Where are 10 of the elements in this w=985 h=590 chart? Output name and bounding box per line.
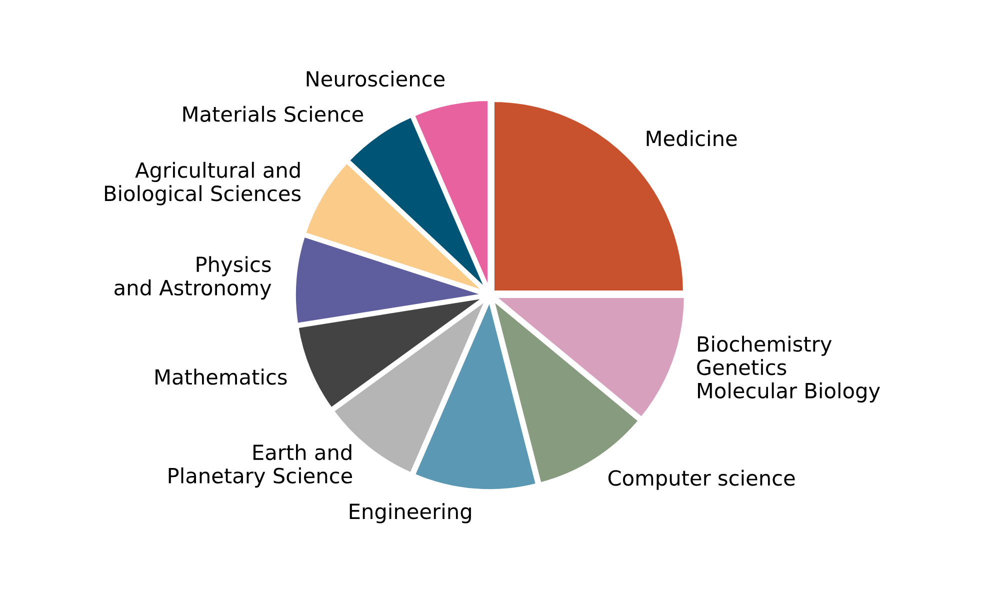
slice-label: Materials Science (183, 106, 364, 122)
slice-label: Medicine (646, 130, 737, 146)
slice-label: Earth and Planetary Science (168, 444, 352, 488)
slice-label: Computer science (608, 470, 795, 490)
slice-label: Neuroscience (306, 70, 444, 87)
slice-label: Mathematics (156, 368, 287, 385)
slice-label: Agricultural and Biological Sciences (105, 162, 301, 206)
slice-label: Physics and Astronomy (114, 256, 272, 300)
slice-label: Biochemistry Genetics Molecular Biology (697, 336, 880, 403)
slice-label: Engineering (350, 503, 471, 524)
